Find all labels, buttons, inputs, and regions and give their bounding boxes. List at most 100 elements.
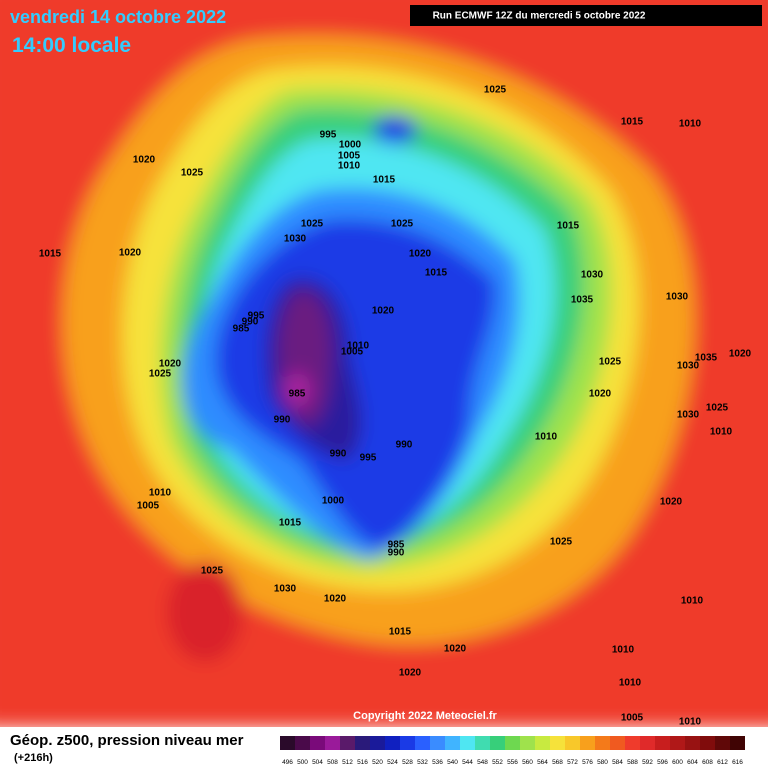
forecast-date: vendredi 14 octobre 2022 — [10, 7, 226, 27]
legend-swatch — [490, 736, 505, 750]
legend-label: 604 — [687, 759, 698, 766]
legend-label: 564 — [537, 759, 548, 766]
isobar-label: 1025 — [201, 566, 224, 577]
isobar-label: 1030 — [666, 292, 689, 303]
legend-label: 572 — [567, 759, 578, 766]
legend-swatch — [700, 736, 715, 750]
isobar-label: 985 — [233, 324, 250, 335]
legend-swatch — [310, 736, 325, 750]
isobar-label: 1020 — [119, 248, 142, 259]
legend-label: 580 — [597, 759, 608, 766]
isobar-label: 1005 — [338, 151, 361, 162]
legend-label: 504 — [312, 759, 323, 766]
isobar-label: 1015 — [389, 627, 412, 638]
legend-swatch — [400, 736, 415, 750]
legend-label: 548 — [477, 759, 488, 766]
isobar-label: 1025 — [301, 219, 324, 230]
geopotential-field — [0, 0, 768, 728]
legend-label: 536 — [432, 759, 443, 766]
legend-swatch — [640, 736, 655, 750]
isobar-label: 1010 — [710, 427, 733, 438]
color-legend: 496 500 504 508 512 516 520 524 528 532 536 540 544 5… — [280, 736, 745, 766]
isobar-label: 1020 — [399, 668, 422, 679]
isobar-label: 1020 — [444, 644, 467, 655]
legend-label: 524 — [387, 759, 398, 766]
legend-label: 528 — [402, 759, 413, 766]
legend-swatch — [670, 736, 685, 750]
legend-label: 608 — [702, 759, 713, 766]
legend-label: 544 — [462, 759, 473, 766]
legend-swatch — [520, 736, 535, 750]
isobar-label: 990 — [330, 449, 347, 460]
legend-label: 532 — [417, 759, 428, 766]
isobar-label: 985 — [289, 389, 306, 400]
legend-label: 584 — [612, 759, 623, 766]
isobar-label: 1030 — [581, 270, 604, 281]
legend-swatch — [280, 736, 295, 750]
run-banner — [410, 5, 762, 26]
legend-label: 516 — [357, 759, 368, 766]
legend-label: 568 — [552, 759, 563, 766]
legend-swatch — [415, 736, 430, 750]
legend-swatch — [430, 736, 445, 750]
legend-swatch — [355, 736, 370, 750]
isobar-label: 1020 — [409, 249, 432, 260]
legend-label: 576 — [582, 759, 593, 766]
legend-label: 612 — [717, 759, 728, 766]
isobar-label: 995 — [320, 130, 337, 141]
legend-label: 520 — [372, 759, 383, 766]
product-title: Géop. z500, pression niveau mer — [10, 732, 244, 749]
isobar-label: 1025 — [550, 537, 573, 548]
legend-swatch — [595, 736, 610, 750]
isobar-label: 1030 — [677, 410, 700, 421]
legend-swatch — [295, 736, 310, 750]
legend-label: 588 — [627, 759, 638, 766]
isobar-label: 1030 — [274, 584, 297, 595]
isobar-label: 1005 — [137, 501, 160, 512]
legend-label: 500 — [297, 759, 308, 766]
legend-swatch — [625, 736, 640, 750]
isobar-label: 1000 — [322, 496, 345, 507]
legend-swatch — [655, 736, 670, 750]
isobar-label: 1020 — [589, 389, 612, 400]
legend-label: 556 — [507, 759, 518, 766]
legend-swatch — [550, 736, 565, 750]
forecast-time: 14:00 locale — [12, 34, 131, 57]
isobar-label: 1015 — [557, 221, 580, 232]
isobar-label: 1025 — [599, 357, 622, 368]
legend-label: 540 — [447, 759, 458, 766]
legend-swatch — [340, 736, 355, 750]
isobar-label: 1030 — [284, 234, 307, 245]
isobar-label: 1025 — [181, 168, 204, 179]
legend-label: 616 — [732, 759, 743, 766]
legend-swatch — [535, 736, 550, 750]
isobar-label: 1015 — [621, 117, 644, 128]
legend-label: 508 — [327, 759, 338, 766]
isobar-label: 1010 — [338, 161, 361, 172]
legend-swatch — [475, 736, 490, 750]
isobar-label: 1010 — [681, 596, 704, 607]
isobar-label: 995 — [360, 453, 377, 464]
legend-swatch — [580, 736, 595, 750]
isobar-label: 1005 — [621, 713, 644, 724]
isobar-label: 1015 — [39, 249, 62, 260]
isobar-label: 1010 — [347, 341, 370, 352]
isobar-label: 1015 — [373, 175, 396, 186]
legend-label: 552 — [492, 759, 503, 766]
legend-swatch — [715, 736, 730, 750]
legend-swatch — [565, 736, 580, 750]
legend-swatch — [370, 736, 385, 750]
isobar-label: 1020 — [729, 349, 752, 360]
legend-label: 496 — [282, 759, 293, 766]
isobar-label: 995 — [248, 311, 265, 322]
legend-swatch — [505, 736, 520, 750]
isobar-label: 1005 — [341, 347, 364, 358]
run-info: Run ECMWF 12Z du mercredi 5 octobre 2022 — [433, 11, 646, 22]
isobar-label: 1010 — [619, 678, 642, 689]
isobar-label: 1010 — [149, 488, 172, 499]
isobar-label: 990 — [242, 317, 259, 328]
legend-label: 600 — [672, 759, 683, 766]
isobar-label: 1025 — [149, 369, 172, 380]
